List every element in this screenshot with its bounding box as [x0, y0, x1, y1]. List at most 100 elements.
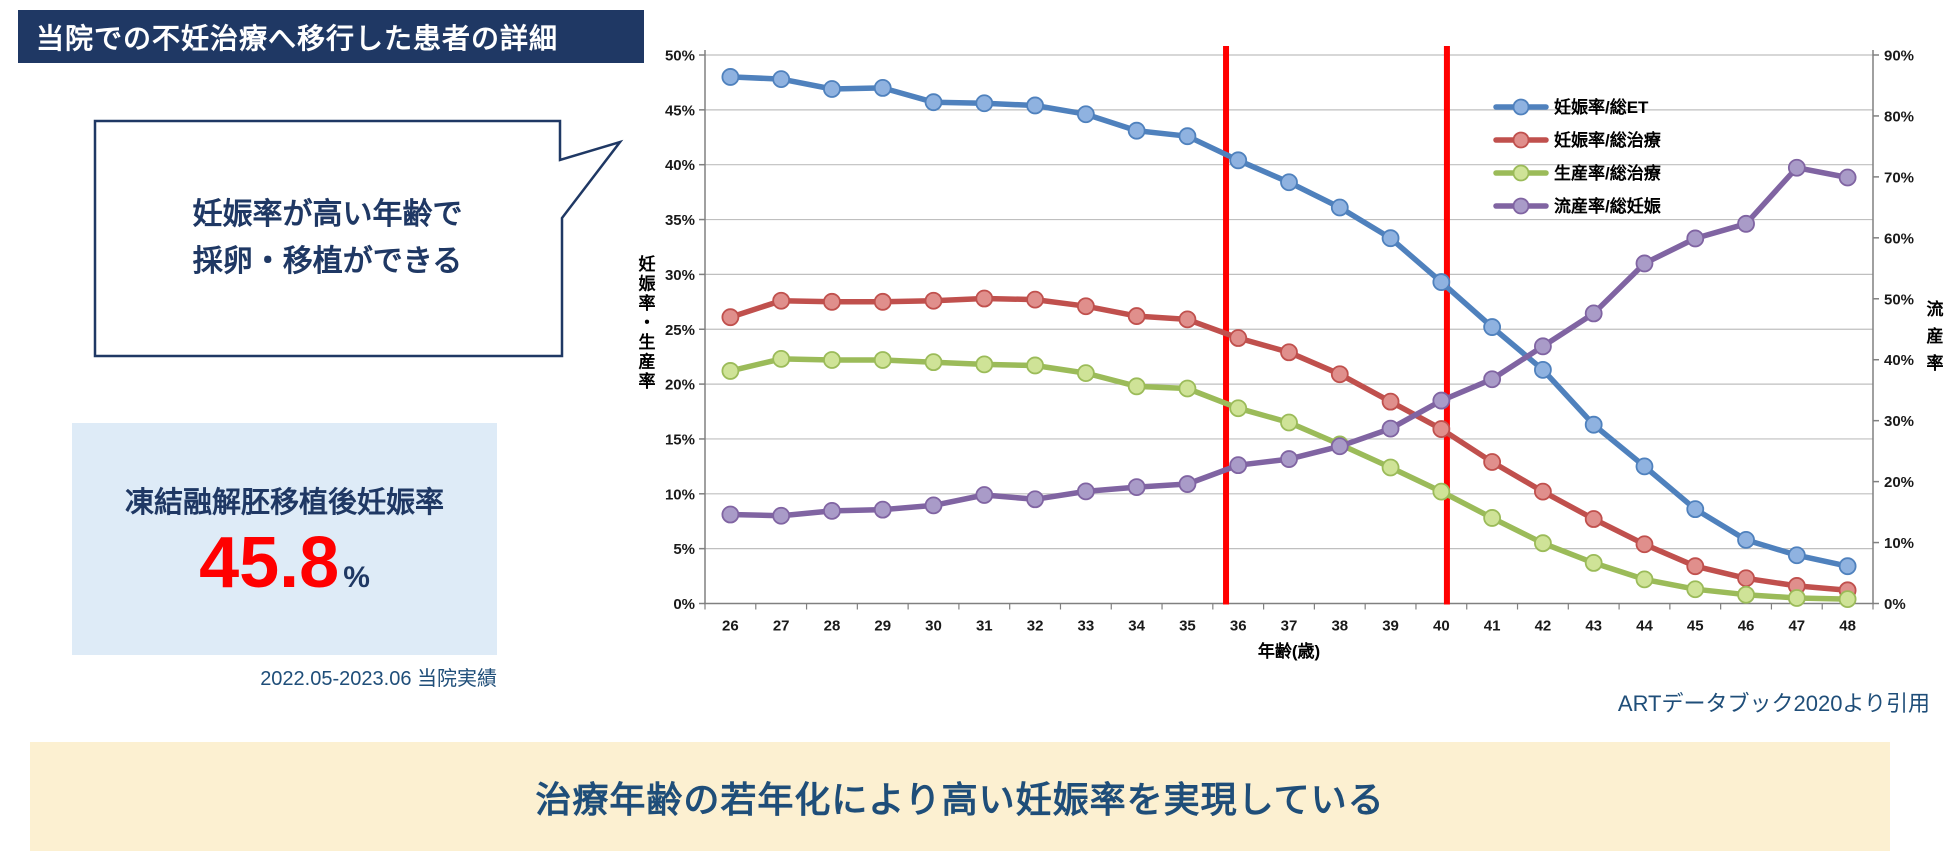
series-marker-3	[1686, 229, 1705, 248]
series-marker-0	[1076, 105, 1095, 124]
series-marker-3	[1737, 214, 1755, 233]
legend-label: 妊娠率/総ET	[1554, 97, 1649, 117]
page-title-text: 当院での不妊治療へ移行した患者の詳細	[36, 22, 559, 54]
series-marker-3	[1178, 475, 1197, 493]
series-marker-0	[1737, 530, 1755, 549]
x-axis-tick-label: 48	[1839, 618, 1856, 635]
series-marker-2	[1127, 377, 1146, 396]
series-marker-3	[975, 486, 994, 504]
x-axis-tick-label: 46	[1738, 618, 1755, 635]
series-marker-2	[1483, 509, 1502, 527]
left-axis-tick-label: 30%	[665, 267, 695, 284]
callout-line-1: 妊娠率が高い年齢で	[192, 198, 463, 231]
x-axis-tick-label: 26	[722, 618, 739, 635]
series-marker-1	[1229, 329, 1248, 347]
series-marker-0	[873, 79, 892, 97]
series-marker-0	[1686, 500, 1705, 519]
left-axis-title: 産	[639, 352, 656, 372]
right-axis-title: 流産率	[1927, 299, 1944, 373]
page-title: 当院での不妊治療へ移行した患者の詳細	[18, 10, 644, 63]
right-axis-tick-label: 30%	[1884, 413, 1914, 430]
right-axis-tick-label: 0%	[1884, 596, 1906, 613]
series-marker-0	[1838, 557, 1857, 576]
series-marker-2	[1076, 364, 1095, 383]
series-marker-3	[1534, 337, 1552, 356]
series-marker-1	[1432, 420, 1451, 438]
series-marker-1	[924, 291, 943, 310]
series-marker-3	[1280, 450, 1298, 468]
series-marker-1	[721, 308, 740, 327]
right-axis-title-char: 流	[1927, 299, 1944, 319]
series-marker-0	[975, 94, 994, 113]
left-axis-tick-label: 25%	[665, 322, 695, 339]
series-marker-2	[721, 362, 740, 380]
left-axis-title: 妊	[639, 254, 656, 274]
series-marker-2	[823, 351, 841, 369]
series-marker-3	[1432, 391, 1451, 410]
series-marker-1	[1686, 557, 1705, 576]
series-marker-0	[1127, 121, 1146, 140]
series-marker-3	[924, 496, 943, 515]
stat-note: 2022.05-2023.06 当院実績	[260, 668, 497, 690]
series-marker-1	[1330, 365, 1349, 384]
series-marker-3	[1584, 304, 1603, 323]
right-axis-tick-label: 20%	[1884, 474, 1914, 491]
x-axis-tick-label: 44	[1636, 618, 1653, 635]
x-axis-tick-label: 29	[874, 618, 891, 635]
left-axis-tick-label: 50%	[665, 48, 695, 65]
x-axis-tick-label: 38	[1331, 618, 1348, 635]
x-axis-tick-label: 37	[1281, 618, 1298, 635]
legend-marker	[1512, 98, 1530, 116]
series-marker-2	[1432, 482, 1451, 501]
legend-marker	[1512, 197, 1530, 215]
right-axis-tick-label: 70%	[1884, 169, 1914, 186]
series-marker-1	[1178, 310, 1197, 329]
series-marker-2	[1838, 590, 1857, 609]
series-marker-1	[1534, 482, 1552, 501]
stat-value: 45.8	[199, 523, 340, 603]
series-marker-3	[873, 500, 892, 519]
series-marker-2	[1787, 589, 1806, 607]
series-marker-2	[1534, 534, 1552, 553]
right-axis-title-char: 率	[1927, 353, 1944, 373]
series-marker-1	[823, 292, 841, 311]
chart-citation: ARTデータブック2020より引用	[1617, 691, 1930, 716]
series-marker-2	[1381, 458, 1400, 477]
right-axis-tick-label: 50%	[1884, 291, 1914, 308]
stat-value-row: 45.8 %	[199, 527, 370, 599]
series-marker-1	[1026, 290, 1044, 309]
left-axis-title: 娠	[639, 274, 657, 294]
series-marker-0	[1787, 546, 1806, 565]
x-axis-tick-label: 33	[1078, 618, 1095, 635]
series-marker-0	[1280, 173, 1298, 192]
series-marker-3	[1381, 419, 1400, 438]
left-axis-title: 率	[639, 293, 656, 313]
series-marker-0	[1381, 229, 1400, 248]
series-marker-1	[772, 291, 791, 310]
x-axis-tick-label: 43	[1585, 618, 1602, 635]
series-line-2	[727, 356, 1851, 602]
x-axis-tick-label: 47	[1788, 618, 1805, 635]
series-line-1	[727, 295, 1851, 594]
x-axis-tick-label: 32	[1027, 618, 1044, 635]
right-axis-tick-label: 60%	[1884, 230, 1914, 247]
series-marker-2	[975, 355, 994, 374]
stat-label: 凍結融解胚移植後妊娠率	[124, 487, 444, 519]
series-marker-2	[1229, 399, 1248, 418]
left-axis-tick-label: 0%	[673, 596, 695, 613]
series-marker-2	[1737, 585, 1755, 604]
legend-label: 生産率/総治療	[1554, 163, 1662, 183]
series-marker-1	[1737, 569, 1755, 588]
series-marker-0	[823, 80, 841, 98]
series-marker-0	[1534, 360, 1552, 379]
series-marker-3	[721, 505, 740, 524]
x-axis-tick-label: 35	[1179, 618, 1196, 635]
x-axis-tick-label: 34	[1128, 618, 1145, 635]
left-axis-title: 率	[639, 371, 656, 391]
series-marker-3	[772, 506, 791, 525]
callout-bubble	[93, 119, 624, 358]
series-marker-2	[924, 353, 943, 372]
legend-label: 妊娠率/総治療	[1554, 130, 1662, 150]
callout-bubble-outline	[93, 119, 624, 358]
